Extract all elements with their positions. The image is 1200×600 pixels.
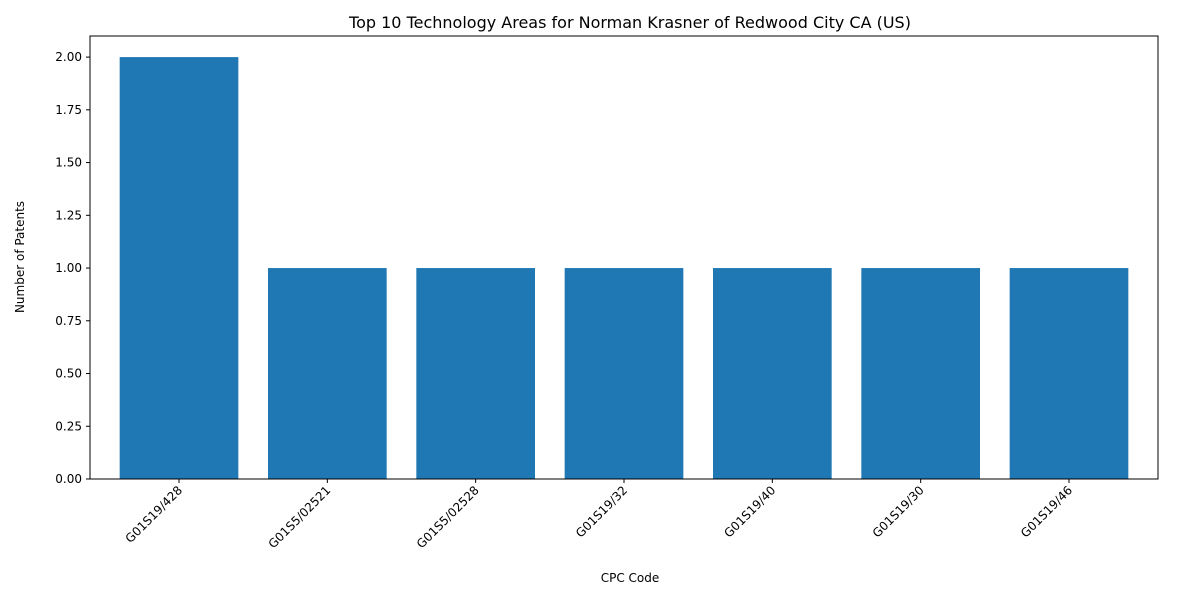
y-axis-label: Number of Patents bbox=[13, 201, 27, 313]
y-tick-label: 1.50 bbox=[55, 156, 82, 170]
y-tick-label: 1.00 bbox=[55, 261, 82, 275]
y-tick-label: 0.75 bbox=[55, 314, 82, 328]
bar-g01s19-428 bbox=[120, 57, 239, 479]
y-axis-ticks: 0.00 0.25 0.50 0.75 1.00 1.25 1.50 1.75 2.00 bbox=[55, 50, 90, 486]
y-tick-label: 0.25 bbox=[55, 419, 82, 433]
y-tick-label: 1.25 bbox=[55, 208, 82, 222]
y-tick-label: 0.00 bbox=[55, 472, 82, 486]
x-tick-label: G01S5/02521 bbox=[266, 483, 334, 551]
bar-g01s5-02528 bbox=[416, 268, 535, 479]
x-axis-ticks: G01S19/428 G01S5/02521 G01S5/02528 G01S19/3… bbox=[123, 479, 1076, 551]
bar-g01s19-40 bbox=[713, 268, 832, 479]
x-tick-label: G01S19/428 bbox=[123, 483, 186, 546]
bar-g01s19-32 bbox=[565, 268, 684, 479]
y-tick-label: 1.75 bbox=[55, 103, 82, 117]
bar-g01s5-02521 bbox=[268, 268, 387, 479]
x-tick-label: G01S19/46 bbox=[1018, 483, 1075, 540]
x-tick-label: G01S19/40 bbox=[721, 483, 778, 540]
x-tick-label: G01S19/32 bbox=[573, 483, 630, 540]
chart-title: Top 10 Technology Areas for Norman Krasn… bbox=[348, 13, 911, 32]
x-tick-label: G01S19/30 bbox=[870, 483, 927, 540]
x-tick-label: G01S5/02528 bbox=[414, 483, 482, 551]
y-tick-label: 2.00 bbox=[55, 50, 82, 64]
y-tick-label: 0.50 bbox=[55, 367, 82, 381]
bars-group bbox=[120, 57, 1129, 479]
bar-g01s19-46 bbox=[1010, 268, 1129, 479]
x-axis-label: CPC Code bbox=[601, 571, 660, 585]
bar-g01s19-30 bbox=[861, 268, 980, 479]
